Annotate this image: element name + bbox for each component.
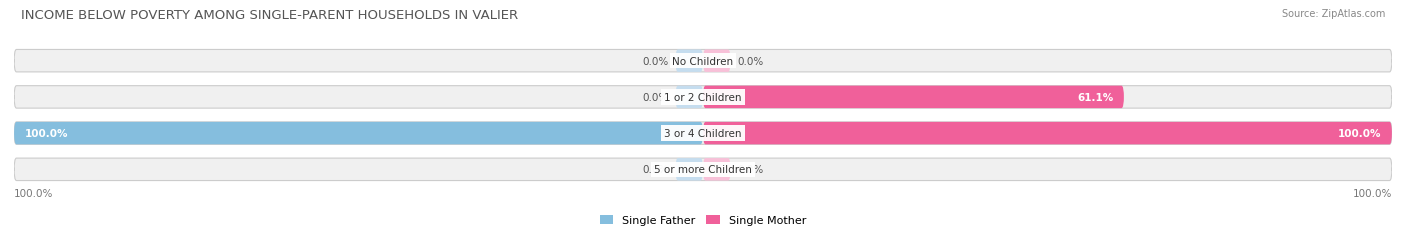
Text: 0.0%: 0.0% <box>738 165 763 175</box>
Text: 3 or 4 Children: 3 or 4 Children <box>664 128 742 139</box>
Text: 61.1%: 61.1% <box>1077 92 1114 103</box>
Text: 100.0%: 100.0% <box>1353 188 1392 198</box>
FancyBboxPatch shape <box>703 158 731 181</box>
Text: No Children: No Children <box>672 56 734 66</box>
Text: 100.0%: 100.0% <box>24 128 67 139</box>
FancyBboxPatch shape <box>675 50 703 73</box>
FancyBboxPatch shape <box>675 86 703 109</box>
FancyBboxPatch shape <box>703 86 1123 109</box>
Text: 0.0%: 0.0% <box>643 56 669 66</box>
Text: 5 or more Children: 5 or more Children <box>654 165 752 175</box>
FancyBboxPatch shape <box>675 158 703 181</box>
Legend: Single Father, Single Mother: Single Father, Single Mother <box>600 215 806 225</box>
Text: 100.0%: 100.0% <box>1339 128 1382 139</box>
FancyBboxPatch shape <box>14 122 1392 145</box>
FancyBboxPatch shape <box>14 158 1392 181</box>
Text: 0.0%: 0.0% <box>738 56 763 66</box>
Text: 0.0%: 0.0% <box>643 92 669 103</box>
Text: 100.0%: 100.0% <box>14 188 53 198</box>
Text: Source: ZipAtlas.com: Source: ZipAtlas.com <box>1281 9 1385 19</box>
FancyBboxPatch shape <box>14 122 703 145</box>
FancyBboxPatch shape <box>14 86 1392 109</box>
Text: 0.0%: 0.0% <box>643 165 669 175</box>
Text: INCOME BELOW POVERTY AMONG SINGLE-PARENT HOUSEHOLDS IN VALIER: INCOME BELOW POVERTY AMONG SINGLE-PARENT… <box>21 9 519 22</box>
FancyBboxPatch shape <box>14 50 1392 73</box>
Text: 1 or 2 Children: 1 or 2 Children <box>664 92 742 103</box>
FancyBboxPatch shape <box>703 50 731 73</box>
FancyBboxPatch shape <box>703 122 1392 145</box>
